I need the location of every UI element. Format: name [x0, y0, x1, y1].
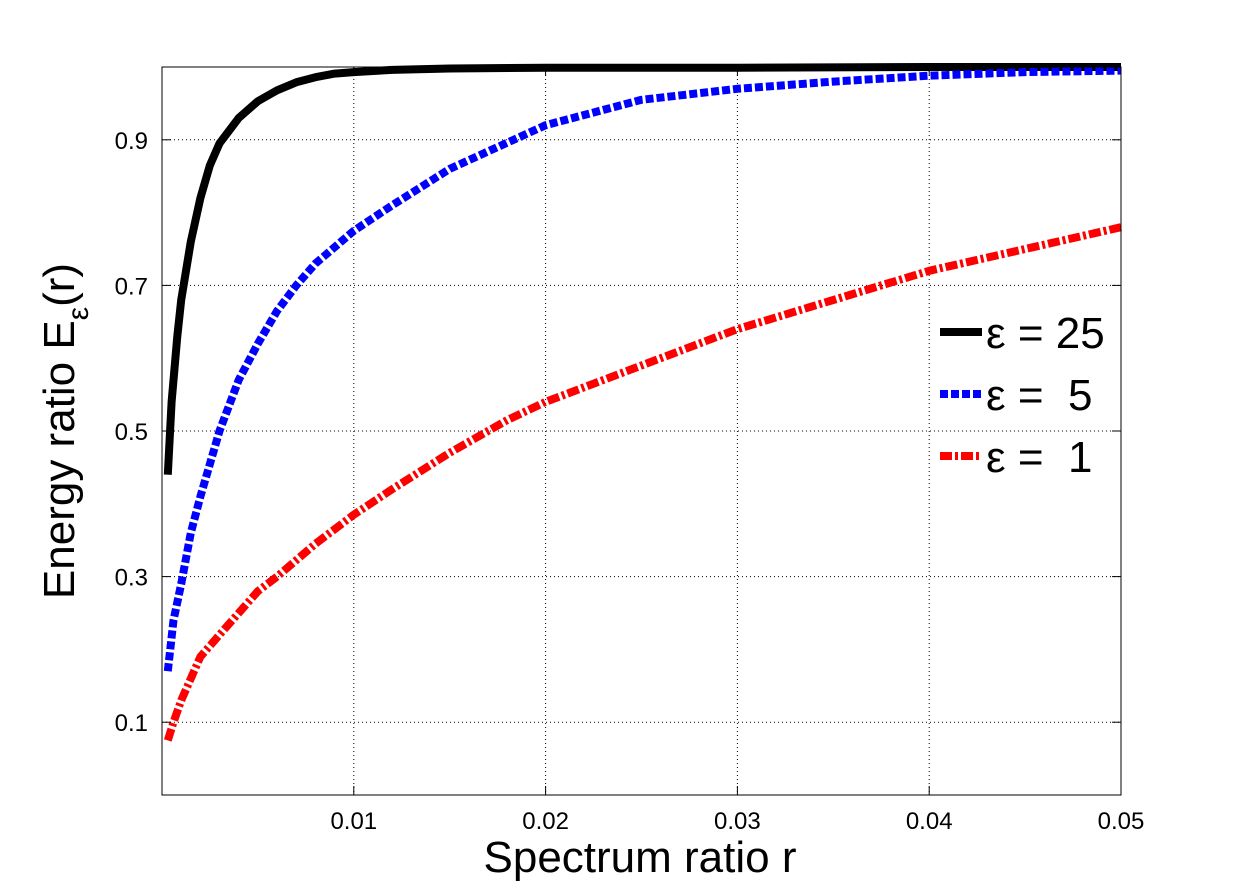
series-line-3 [163, 223, 1122, 742]
y-axis-title-sub: ε [62, 307, 95, 320]
legend: ε = 25 ε = 5 ε = 1 [940, 309, 1105, 482]
series-line-1 [163, 63, 1121, 475]
y-axis-title-tail: (r) [35, 263, 84, 307]
y-axis-title-main: Energy ratio E [35, 320, 84, 599]
plot-area [162, 67, 1121, 795]
y-tick-label: 0.7 [115, 273, 148, 300]
y-tick-label: 0.1 [115, 710, 148, 737]
ticks: 0.01 0.02 0.03 0.04 0.05 0.1 0.3 0.5 0.7 0.9 [115, 67, 1145, 835]
y-tick-label: 0.5 [115, 419, 148, 446]
x-tick-label: 0.05 [1098, 808, 1145, 835]
x-tick-label: 0.02 [522, 808, 569, 835]
svg-text:Energy ratio Eε(r): Energy ratio Eε(r) [35, 263, 95, 599]
legend-label-1: ε = 25 [986, 309, 1105, 358]
y-axis-title: Energy ratio Eε(r) [35, 263, 95, 599]
x-axis-title: Spectrum ratio r [484, 833, 797, 882]
legend-label-3: ε = 1 [986, 433, 1092, 482]
series-line-2 [163, 66, 1122, 672]
x-tick-label: 0.03 [714, 808, 761, 835]
x-tick-label: 0.04 [906, 808, 953, 835]
y-tick-label: 0.3 [115, 565, 148, 592]
x-tick-label: 0.01 [330, 808, 377, 835]
legend-label-2: ε = 5 [986, 371, 1092, 420]
series-group [163, 63, 1122, 742]
y-tick-label: 0.9 [115, 128, 148, 155]
